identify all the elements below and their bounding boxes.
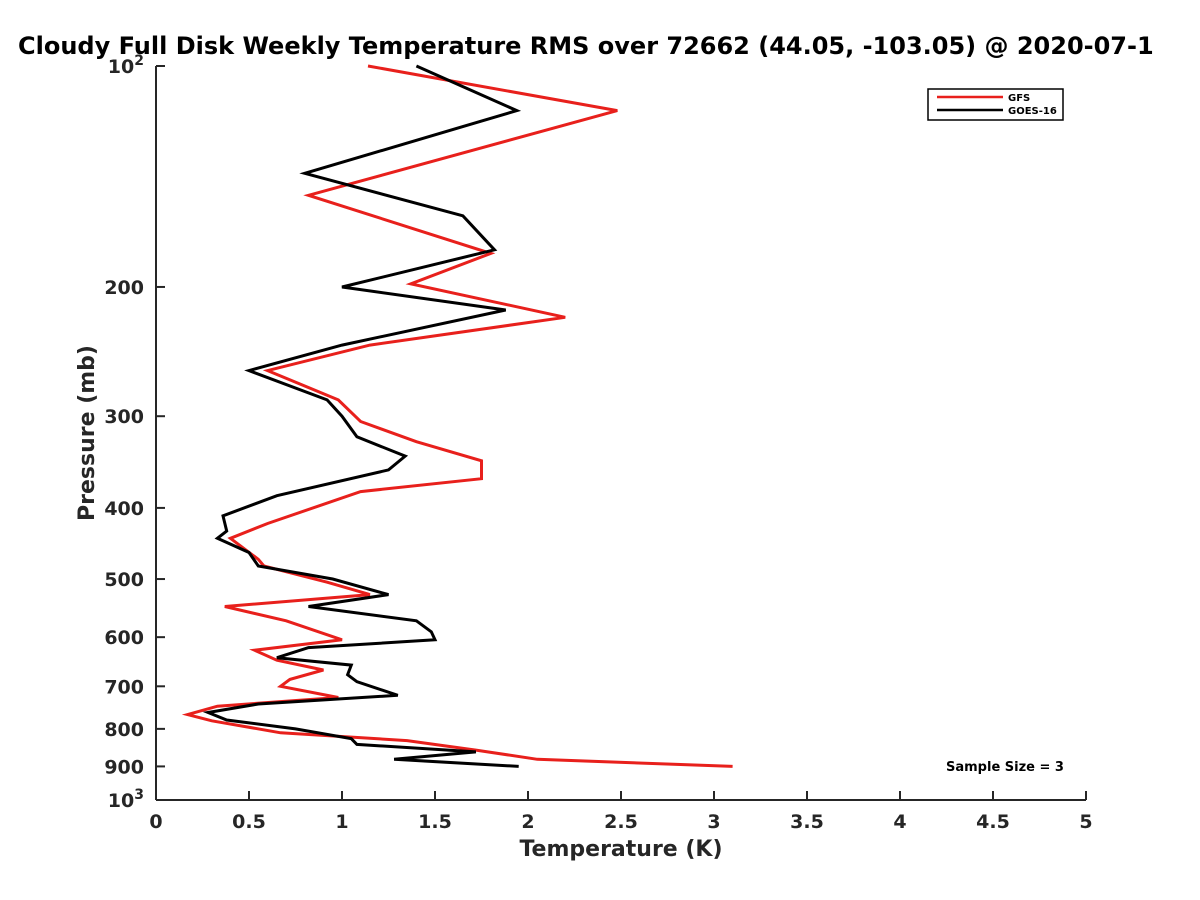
x-tick-label: 3.5 xyxy=(790,811,824,833)
x-tick-label: 2 xyxy=(521,811,534,833)
series-line-goes16 xyxy=(202,64,522,768)
y-tick-label: 102 xyxy=(108,53,144,78)
x-tick-label: 1 xyxy=(335,811,348,833)
y-tick-label: 200 xyxy=(104,277,144,299)
legend-box xyxy=(927,88,1064,121)
y-tick-label: 800 xyxy=(104,719,144,741)
y-tick-label: 700 xyxy=(104,676,144,698)
sample-size-annotation: Sample Size = 3 xyxy=(946,760,1064,775)
plot-area: 0 0.5 1 1.5 2 2.5 3 3.5 4 4.5 5 102200300400500600… xyxy=(104,53,1092,833)
y-tick-exponent: 3 xyxy=(134,787,144,803)
x-tick-label: 0 xyxy=(149,811,162,833)
series-line-gfs xyxy=(181,64,733,768)
legend-label-goes16: GOES-16 xyxy=(1008,106,1057,117)
y-tick-label: 300 xyxy=(104,406,144,428)
legend-label-gfs: GFS xyxy=(1008,93,1030,104)
chart-title: Cloudy Full Disk Weekly Temperature RMS … xyxy=(18,32,1154,60)
y-tick-label: 600 xyxy=(104,627,144,649)
x-ticks: 0 0.5 1 1.5 2 2.5 3 3.5 4 4.5 5 xyxy=(149,791,1093,833)
legend: GFS GOES-16 xyxy=(927,88,1064,121)
x-tick-label: 4 xyxy=(893,811,906,833)
y-tick-label: 900 xyxy=(104,756,144,778)
x-tick-label: 2.5 xyxy=(604,811,638,833)
x-tick-label: 5 xyxy=(1079,811,1092,833)
series-layer xyxy=(181,64,733,768)
x-tick-label: 4.5 xyxy=(976,811,1010,833)
y-tick-exponent: 2 xyxy=(134,53,144,69)
y-tick-label: 400 xyxy=(104,498,144,520)
y-axis-label: Pressure (mb) xyxy=(75,345,100,521)
x-tick-label: 3 xyxy=(707,811,720,833)
y-tick-base: 10 xyxy=(108,790,134,812)
y-tick-label: 103 xyxy=(108,787,144,812)
y-tick-label: 500 xyxy=(104,569,144,591)
x-axis-label: Temperature (K) xyxy=(519,837,722,862)
x-tick-label: 1.5 xyxy=(418,811,452,833)
y-tick-base: 10 xyxy=(108,56,134,78)
x-tick-label: 0.5 xyxy=(232,811,266,833)
